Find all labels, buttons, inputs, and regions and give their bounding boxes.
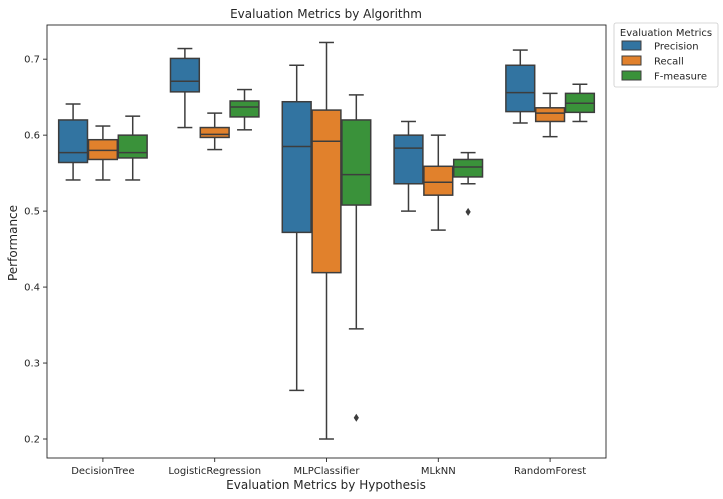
- box-f-measure-logisticregression: [229, 88, 260, 131]
- box-recall-decisiontree: [87, 125, 119, 181]
- box-iqr: [452, 158, 484, 178]
- box-f-measure-decisiontree: [117, 115, 148, 181]
- legend-swatch: [621, 40, 642, 51]
- legend: Evaluation Metrics Precision Recall F-meas…: [613, 22, 719, 88]
- x-tick-label: DecisionTree: [71, 466, 134, 477]
- box-precision-mlknn: [393, 120, 424, 212]
- legend-label: F-measure: [654, 72, 707, 83]
- plot-area: [57, 41, 596, 440]
- x-tick-label: MLkNN: [421, 466, 456, 477]
- box-iqr: [57, 119, 89, 164]
- box-precision-decisiontree: [57, 103, 89, 181]
- box-precision-logisticregression: [169, 47, 201, 129]
- box-precision-mlpclassifier: [281, 64, 312, 392]
- y-axis: 0.2 0.3 0.4 0.5 0.6 0.7: [24, 55, 47, 446]
- x-axis: DecisionTree LogisticRegression MLPClassif…: [71, 458, 586, 477]
- y-tick-label: 0.7: [24, 55, 40, 66]
- box-iqr: [505, 64, 536, 113]
- box-precision-randomforest: [505, 49, 536, 124]
- box-iqr: [341, 119, 372, 206]
- y-tick-label: 0.2: [24, 435, 40, 446]
- x-tick-label: LogisticRegression: [168, 466, 261, 477]
- box-iqr: [393, 134, 424, 185]
- box-iqr: [534, 107, 566, 123]
- box-iqr: [87, 138, 119, 161]
- box-recall-mlknn: [423, 134, 454, 231]
- legend-label: Recall: [654, 57, 684, 68]
- outlier-point: [353, 413, 359, 422]
- box-iqr: [169, 57, 201, 93]
- box-iqr: [423, 165, 454, 196]
- outlier-point: [465, 207, 471, 216]
- box-iqr: [199, 126, 230, 139]
- box-recall-randomforest: [534, 92, 566, 138]
- box-f-measure-mlknn: [452, 151, 484, 216]
- y-tick-label: 0.6: [24, 131, 40, 142]
- box-recall-logisticregression: [199, 112, 230, 151]
- box-f-measure-randomforest: [564, 83, 596, 123]
- box-iqr: [229, 100, 260, 118]
- box-iqr: [281, 100, 312, 234]
- x-tick-label: RandomForest: [514, 466, 586, 477]
- y-tick-label: 0.4: [24, 283, 40, 294]
- legend-swatch: [621, 70, 642, 81]
- x-axis-title: Evaluation Metrics by Hypothesis: [226, 478, 426, 492]
- legend-swatch: [621, 55, 642, 66]
- y-tick-label: 0.3: [24, 359, 40, 370]
- x-tick-label: MLPClassifier: [294, 466, 361, 477]
- box-iqr: [311, 109, 342, 274]
- box-f-measure-mlpclassifier: [341, 94, 372, 422]
- legend-label: Precision: [654, 42, 699, 53]
- legend-items: Precision Recall F-measure: [621, 40, 707, 83]
- y-axis-title: Performance: [6, 205, 20, 281]
- box-recall-mlpclassifier: [311, 41, 342, 440]
- y-tick-label: 0.5: [24, 207, 40, 218]
- legend-title: Evaluation Metrics: [620, 28, 712, 39]
- chart-title: Evaluation Metrics by Algorithm: [230, 7, 422, 21]
- box-iqr: [117, 134, 148, 159]
